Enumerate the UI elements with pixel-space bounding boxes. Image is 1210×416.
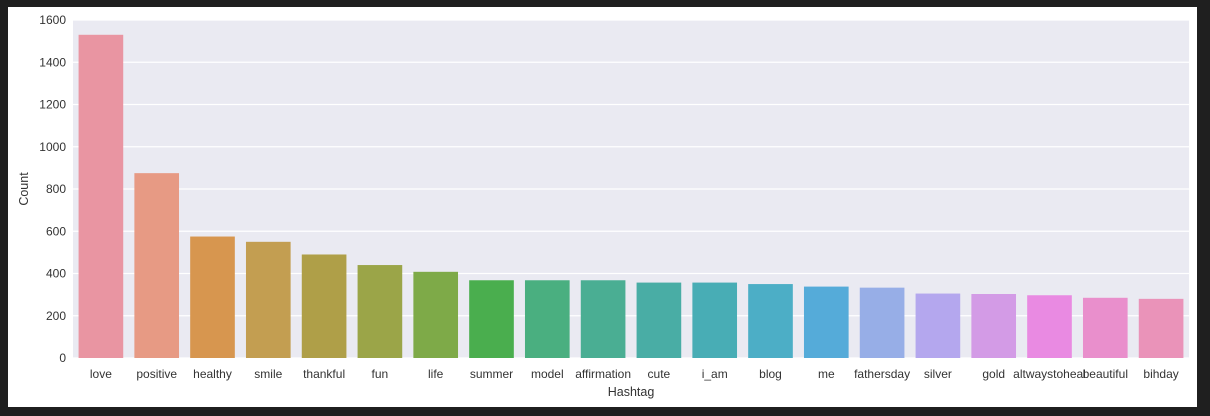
y-tick-label: 1600 — [39, 13, 66, 27]
x-tick-label-i_am: i_am — [702, 367, 728, 381]
x-tick-label-me: me — [818, 367, 835, 381]
bar-me — [803, 286, 849, 358]
x-tick-label-positive: positive — [136, 367, 177, 381]
y-tick-label: 800 — [46, 182, 66, 196]
bar-bihday — [1138, 298, 1184, 358]
x-tick-label-affirmation: affirmation — [575, 367, 631, 381]
y-tick-labels: 0 200 400 600 800 1000 1200 1400 1600 — [39, 13, 66, 365]
bar-model — [524, 280, 570, 358]
y-tick-label: 1000 — [39, 140, 66, 154]
x-tick-label-life: life — [428, 367, 444, 381]
x-tick-label-gold: gold — [982, 367, 1005, 381]
x-tick-label-bihday: bihday — [1143, 367, 1178, 381]
x-tick-label-cute: cute — [648, 367, 671, 381]
bar-beautiful — [1082, 297, 1128, 358]
x-tick-label-fathersday: fathersday — [854, 367, 910, 381]
bar-blog — [748, 284, 793, 358]
x-tick-label-smile: smile — [254, 367, 282, 381]
y-tick-label: 600 — [46, 224, 66, 238]
bar-love — [78, 34, 124, 358]
bar-thankful — [301, 254, 347, 358]
x-tick-label-blog: blog — [759, 367, 782, 381]
bar-affirmation — [580, 280, 626, 358]
bar-summer — [469, 280, 514, 358]
x-tick-label-summer: summer — [470, 367, 513, 381]
bar-smile — [245, 241, 291, 358]
bar-fun — [357, 265, 403, 358]
y-axis-title: Count — [17, 172, 31, 206]
y-tick-label: 1200 — [39, 98, 66, 112]
bar-silver — [915, 293, 961, 358]
y-tick-label: 200 — [46, 309, 66, 323]
x-tick-label-thankful: thankful — [303, 367, 345, 381]
y-tick-label: 0 — [59, 351, 66, 365]
x-tick-label-fun: fun — [372, 367, 389, 381]
y-tick-label: 1400 — [39, 55, 66, 69]
x-tick-label-silver: silver — [924, 367, 952, 381]
bar-altwaystoheal — [1027, 295, 1072, 358]
x-axis-title: Hashtag — [608, 385, 655, 399]
bar-fathersday — [859, 287, 905, 358]
bar-chart: 0 200 400 600 800 1000 1200 1400 1600 love positi… — [17, 13, 1189, 399]
bar-cute — [636, 282, 682, 358]
chart-figure: 0 200 400 600 800 1000 1200 1400 1600 love positi… — [8, 7, 1197, 407]
x-tick-label-healthy: healthy — [193, 367, 232, 381]
x-tick-label-love: love — [90, 367, 112, 381]
y-tick-label: 400 — [46, 267, 66, 281]
x-tick-label-beautiful: beautiful — [1083, 367, 1128, 381]
x-tick-label-model: model — [531, 367, 564, 381]
bars — [78, 34, 1184, 358]
x-tick-labels: love positive healthy smile thankful fun life s… — [90, 367, 1179, 381]
bar-i_am — [692, 282, 738, 358]
bar-healthy — [190, 236, 235, 358]
bar-gold — [971, 293, 1017, 358]
bar-life — [413, 271, 459, 358]
bar-positive — [134, 173, 180, 358]
x-tick-label-altwaystoheal: altwaystoheal — [1013, 367, 1086, 381]
